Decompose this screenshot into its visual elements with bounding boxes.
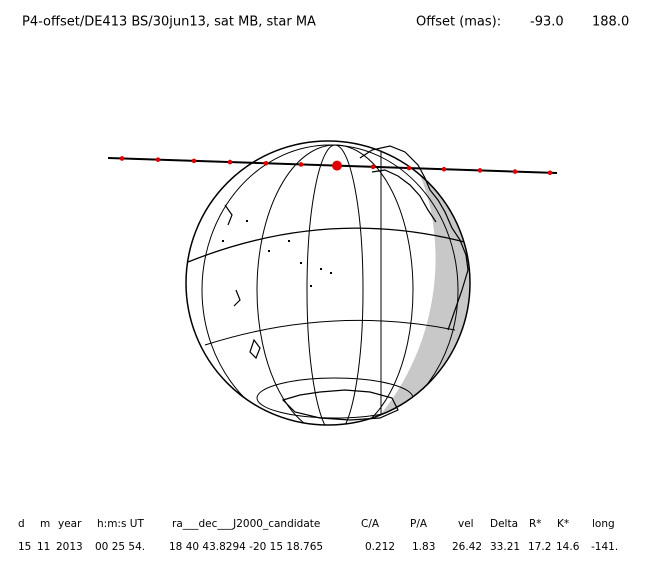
table-cell: 11 (37, 541, 50, 553)
track-dot (370, 164, 376, 170)
track-dot (191, 158, 197, 164)
column-header: h:m:s UT (97, 518, 144, 530)
coastlines (224, 145, 469, 421)
table-cell: 33.21 (490, 541, 520, 553)
event-table: d m year h:m:s UT ra___dec___J2000_candidate… (18, 518, 618, 553)
column-header: year (58, 518, 82, 530)
table-cell: 2013 (56, 541, 83, 553)
track-dot (332, 160, 342, 171)
track-dot (406, 165, 412, 171)
column-header: long (592, 518, 615, 530)
column-header: d (18, 518, 25, 530)
plot-title: P4-offset/DE413 BS/30jun13, sat MB, star… (22, 15, 316, 30)
column-header: R* (529, 518, 542, 530)
column-header: P/A (410, 518, 428, 530)
track-dot (477, 168, 483, 173)
column-header: m (40, 518, 50, 530)
column-header: vel (458, 518, 474, 530)
track-dot (263, 160, 269, 166)
night-shade (380, 175, 470, 415)
table-cell: 18 40 43.8294 -20 15 18.765 (169, 541, 323, 553)
islands (222, 220, 332, 287)
offset-value: 188.0 (592, 15, 629, 30)
track-dot (119, 156, 125, 161)
table-cell: 15 (18, 541, 31, 553)
column-header: ra___dec___J2000_candidate (172, 518, 320, 530)
track-dot (227, 159, 233, 165)
graticule (187, 141, 470, 425)
globe (185, 140, 471, 426)
table-cell: 1.83 (412, 541, 435, 553)
table-cell: -141. (591, 541, 618, 553)
track-dot (155, 157, 161, 162)
table-cell: 14.6 (556, 541, 580, 553)
table-cell: 00 25 54. (95, 541, 145, 553)
track-dot (547, 170, 553, 176)
table-cell: 26.42 (452, 541, 482, 553)
column-header: C/A (361, 518, 380, 530)
occultation-track (107, 156, 558, 176)
offset-label: Offset (mas): (416, 15, 501, 30)
offset-value: -93.0 (530, 15, 564, 30)
table-cell: 0.212 (365, 541, 395, 553)
track-dot (512, 169, 518, 174)
track-dot (441, 166, 447, 172)
track-dot (298, 162, 304, 167)
table-cell: 17.2 (528, 541, 551, 553)
column-header: K* (557, 518, 569, 530)
column-header: Delta (490, 518, 518, 530)
